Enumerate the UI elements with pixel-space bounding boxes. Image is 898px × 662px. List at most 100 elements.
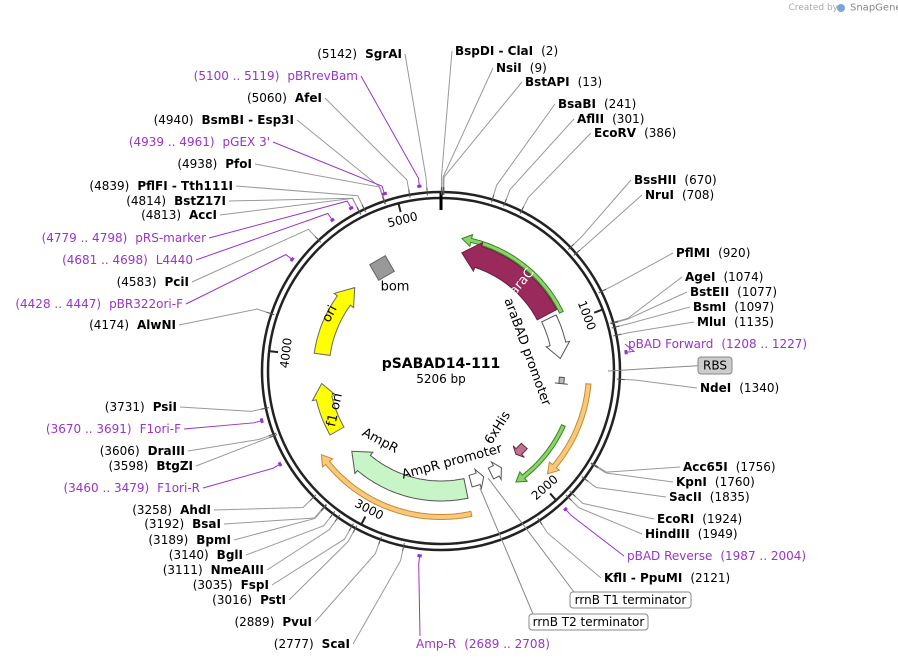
site-tick <box>352 525 358 533</box>
label-name: ScaI <box>322 637 350 651</box>
label: (3460 .. 3479) F1ori-R <box>63 481 200 495</box>
label: PflMI (920) <box>676 246 750 260</box>
label-name: NsiI <box>496 61 522 75</box>
site-connector <box>288 528 356 601</box>
site-connector <box>187 433 273 452</box>
label-position: (241) <box>604 97 636 111</box>
label: Amp-R (2689 .. 2708) <box>416 637 550 651</box>
site-connector <box>594 464 681 473</box>
site-tick <box>321 504 328 512</box>
site-connector <box>504 118 575 203</box>
site-connector <box>440 50 453 192</box>
logo <box>837 4 845 12</box>
site-connector <box>271 526 352 586</box>
label-name: NmeAIII <box>211 563 264 577</box>
label-position: (4428 .. 4447) <box>15 297 101 311</box>
site-tick <box>314 236 322 243</box>
label: (5100 .. 5119) pBRrevBam <box>194 69 358 83</box>
primer-connector <box>202 464 280 489</box>
label-position: (3189) <box>148 533 188 547</box>
label-position: (2777) <box>274 637 314 651</box>
site-tick <box>269 434 278 438</box>
label-position: (4174) <box>89 318 129 332</box>
feature-box <box>528 613 649 631</box>
label-position: (1924) <box>702 512 742 526</box>
label-name: PsiI <box>153 400 177 414</box>
label-name: pBR322ori-F <box>109 297 183 311</box>
label-position: (4681 .. 4698) <box>62 253 148 267</box>
arabad-promoter <box>541 314 571 360</box>
site-tick <box>361 204 367 213</box>
label: Acc65I (1756) <box>683 460 776 474</box>
site-tick <box>490 194 495 203</box>
label-position: (3731) <box>105 400 145 414</box>
label-position: (670) <box>684 173 716 187</box>
ruler-label: 4000 <box>277 337 294 369</box>
label-position: (1077) <box>737 285 777 299</box>
site-connector <box>324 97 410 194</box>
site-connector <box>568 497 643 535</box>
site-connector <box>213 497 314 511</box>
label: (4814) BstZ17I <box>126 194 226 208</box>
site-tick <box>356 207 362 215</box>
label-name: MluI <box>697 315 726 329</box>
label-name: SgrAI <box>365 47 402 61</box>
ampr-promoter-b <box>468 467 485 491</box>
site-tick <box>611 325 620 329</box>
site-connector <box>233 507 325 541</box>
label-name: BpmI <box>196 533 231 547</box>
label: BstAPI (13) <box>525 75 602 89</box>
label-name: BstAPI <box>525 75 570 89</box>
label-position: (4813) <box>141 208 181 222</box>
site-connector <box>602 252 674 292</box>
primer-connector <box>183 420 261 430</box>
site-tick <box>590 463 598 469</box>
label-name: BspDI - ClaI <box>455 44 533 58</box>
credit-prefix: Created by <box>788 3 838 13</box>
primer-connector <box>208 200 352 239</box>
plasmid-name: pSABAD14-111 <box>382 356 501 372</box>
label-name: PciI <box>165 275 190 289</box>
primer-bar <box>259 418 264 424</box>
label-position: (13) <box>578 75 603 89</box>
feature-box <box>569 591 692 609</box>
primer-connector <box>195 212 333 261</box>
primer-bar <box>563 506 568 512</box>
label-name: pBAD Reverse <box>627 549 712 563</box>
site-connector <box>179 406 266 412</box>
label-name: AgeI <box>685 270 715 284</box>
label-name: BsmBI - Esp3I <box>202 113 294 127</box>
primer-bar <box>289 256 295 263</box>
label-name: AflII <box>577 112 604 126</box>
label: (4428 .. 4447) pBR322ori-F <box>15 297 183 311</box>
label: NruI (708) <box>645 188 714 202</box>
feature-label: AmpR promoter <box>400 441 504 482</box>
label-name: KpnI <box>676 475 707 489</box>
label-name: BstEII <box>690 285 729 299</box>
primer-bar <box>277 461 283 467</box>
label-name: Amp-R <box>416 637 456 651</box>
label-position: (3140) <box>169 548 209 562</box>
label-name: F1ori-R <box>157 481 200 495</box>
ruler-tick <box>593 308 603 314</box>
site-connector <box>614 291 688 324</box>
site-tick <box>378 536 382 545</box>
site-tick <box>320 504 327 511</box>
ruler-tick <box>549 492 557 501</box>
label-position: (1835) <box>710 490 750 504</box>
feature-line <box>487 477 575 593</box>
label: HindIII (1949) <box>645 527 738 541</box>
label-name: FspI <box>241 578 269 592</box>
site-tick <box>268 432 277 437</box>
label-name: AccI <box>189 208 217 222</box>
site-connector <box>404 53 428 192</box>
site-tick <box>590 462 599 468</box>
site-connector <box>442 67 494 192</box>
site-tick <box>408 189 411 198</box>
site-connector <box>219 197 360 216</box>
site-connector <box>314 540 381 623</box>
site-tick <box>309 494 317 501</box>
ampr <box>351 450 469 502</box>
site-connector <box>593 465 674 483</box>
label-position: (4938) <box>177 157 217 171</box>
